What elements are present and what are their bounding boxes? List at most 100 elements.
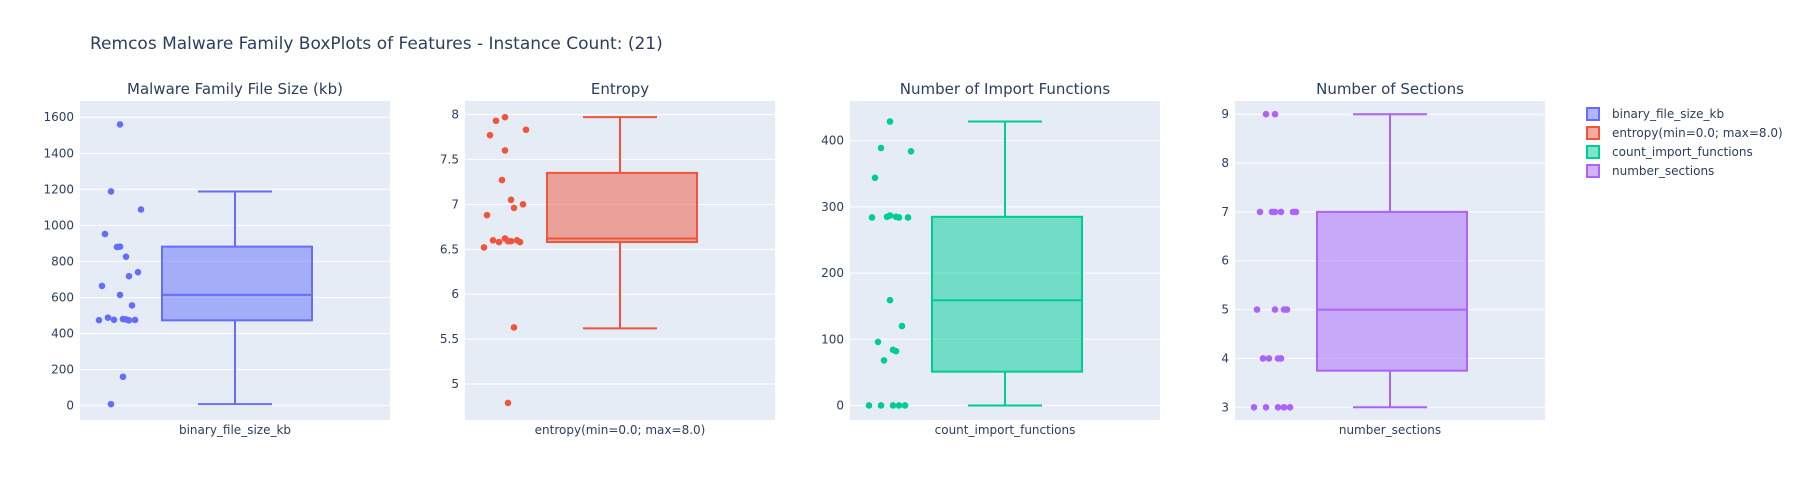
data-point[interactable] — [877, 402, 885, 409]
data-point[interactable] — [874, 338, 882, 346]
legend-item[interactable]: binary_file_size_kb — [1586, 107, 1724, 121]
data-point[interactable] — [116, 291, 124, 299]
legend-label: entropy(min=0.0; max=8.0) — [1612, 126, 1783, 140]
y-tick-label: 1400 — [43, 146, 74, 160]
data-point[interactable] — [880, 357, 888, 364]
data-point[interactable] — [492, 117, 500, 125]
data-point[interactable] — [101, 230, 109, 238]
data-point[interactable] — [113, 243, 121, 251]
box-iqr[interactable] — [546, 171, 698, 244]
data-point[interactable] — [1250, 403, 1258, 411]
data-point[interactable] — [1265, 355, 1273, 362]
legend-swatch — [1586, 145, 1600, 159]
data-point[interactable] — [480, 244, 488, 251]
y-tick-label: 6.5 — [440, 242, 459, 256]
legend-label: binary_file_size_kb — [1612, 107, 1724, 121]
x-tick-label: count_import_functions — [935, 423, 1076, 437]
y-tick-label: 7 — [1221, 205, 1229, 219]
box-iqr[interactable] — [1316, 210, 1468, 372]
data-point[interactable] — [516, 238, 524, 246]
legend-swatch — [1586, 164, 1600, 178]
data-point[interactable] — [504, 399, 512, 407]
panel-title: Malware Family File Size (kb) — [127, 80, 343, 98]
data-point[interactable] — [522, 126, 530, 134]
data-point[interactable] — [510, 324, 518, 331]
data-point[interactable] — [1259, 355, 1267, 362]
data-point[interactable] — [519, 201, 527, 208]
data-point[interactable] — [507, 237, 515, 245]
data-point[interactable] — [510, 204, 518, 212]
data-point[interactable] — [1289, 208, 1297, 216]
data-point[interactable] — [865, 402, 873, 409]
data-point[interactable] — [98, 282, 106, 290]
data-point[interactable] — [892, 347, 900, 355]
data-point[interactable] — [119, 373, 127, 381]
y-tick-label: 1000 — [43, 218, 74, 232]
data-point[interactable] — [871, 174, 879, 182]
data-point[interactable] — [1256, 208, 1264, 216]
data-point[interactable] — [883, 213, 891, 221]
data-point[interactable] — [898, 322, 906, 330]
panel-1: 0 200 400 600 800 1000 1200 1400 1600 Malware Fam… — [43, 80, 390, 437]
data-point[interactable] — [1268, 208, 1276, 216]
box-iqr[interactable] — [931, 215, 1083, 373]
data-point[interactable] — [1277, 208, 1285, 216]
data-point[interactable] — [501, 113, 509, 121]
data-point[interactable] — [886, 296, 894, 304]
data-point[interactable] — [486, 131, 494, 139]
data-point[interactable] — [1283, 306, 1291, 313]
data-point[interactable] — [889, 402, 897, 409]
data-point[interactable] — [95, 316, 103, 324]
data-point[interactable] — [1271, 110, 1279, 118]
data-point[interactable] — [131, 316, 139, 324]
data-point[interactable] — [107, 400, 115, 408]
data-point[interactable] — [877, 144, 885, 152]
data-point[interactable] — [895, 402, 903, 409]
data-point[interactable] — [128, 302, 136, 309]
data-point[interactable] — [901, 402, 909, 409]
panel-title: Entropy — [591, 80, 649, 98]
data-point[interactable] — [1253, 306, 1261, 313]
data-point[interactable] — [1280, 403, 1288, 411]
legend-item[interactable]: entropy(min=0.0; max=8.0) — [1586, 126, 1783, 140]
data-point[interactable] — [868, 214, 876, 221]
data-point[interactable] — [1277, 355, 1285, 362]
data-point[interactable] — [907, 147, 915, 155]
data-point[interactable] — [137, 206, 145, 213]
data-point[interactable] — [110, 316, 118, 324]
y-tick-label: 5 — [451, 377, 459, 391]
legend[interactable]: binary_file_size_kb entropy(min=0.0; max=… — [1586, 107, 1783, 178]
data-point[interactable] — [125, 272, 133, 280]
data-point[interactable] — [489, 236, 497, 244]
data-point[interactable] — [107, 188, 115, 195]
data-point[interactable] — [125, 317, 133, 324]
data-point[interactable] — [104, 314, 112, 321]
data-point[interactable] — [507, 196, 515, 204]
data-point[interactable] — [501, 147, 509, 154]
data-point[interactable] — [895, 214, 903, 221]
data-point[interactable] — [1262, 110, 1270, 118]
y-tick-label: 400 — [821, 134, 844, 148]
legend-label: number_sections — [1612, 164, 1714, 178]
data-point[interactable] — [483, 211, 491, 219]
x-tick-label: binary_file_size_kb — [179, 423, 291, 437]
data-point[interactable] — [1271, 306, 1279, 313]
data-point[interactable] — [1262, 403, 1270, 411]
panel-title: Number of Import Functions — [900, 80, 1111, 98]
data-point[interactable] — [498, 176, 506, 184]
data-point[interactable] — [116, 121, 124, 128]
data-point[interactable] — [1286, 403, 1294, 411]
panel-title: Number of Sections — [1316, 80, 1464, 98]
legend-item[interactable]: count_import_functions — [1586, 145, 1753, 159]
data-point[interactable] — [122, 253, 130, 261]
data-point[interactable] — [886, 118, 894, 125]
legend-item[interactable]: number_sections — [1586, 164, 1714, 178]
data-point[interactable] — [495, 238, 503, 246]
panel-2: 5 5.5 6 6.5 7 7.5 8 Entropy entropy(min=0.0; max… — [440, 80, 775, 437]
legend-label: count_import_functions — [1612, 145, 1753, 159]
box-iqr[interactable] — [161, 245, 313, 322]
data-point[interactable] — [134, 268, 142, 276]
data-point[interactable] — [1274, 403, 1282, 411]
data-point[interactable] — [904, 214, 912, 221]
